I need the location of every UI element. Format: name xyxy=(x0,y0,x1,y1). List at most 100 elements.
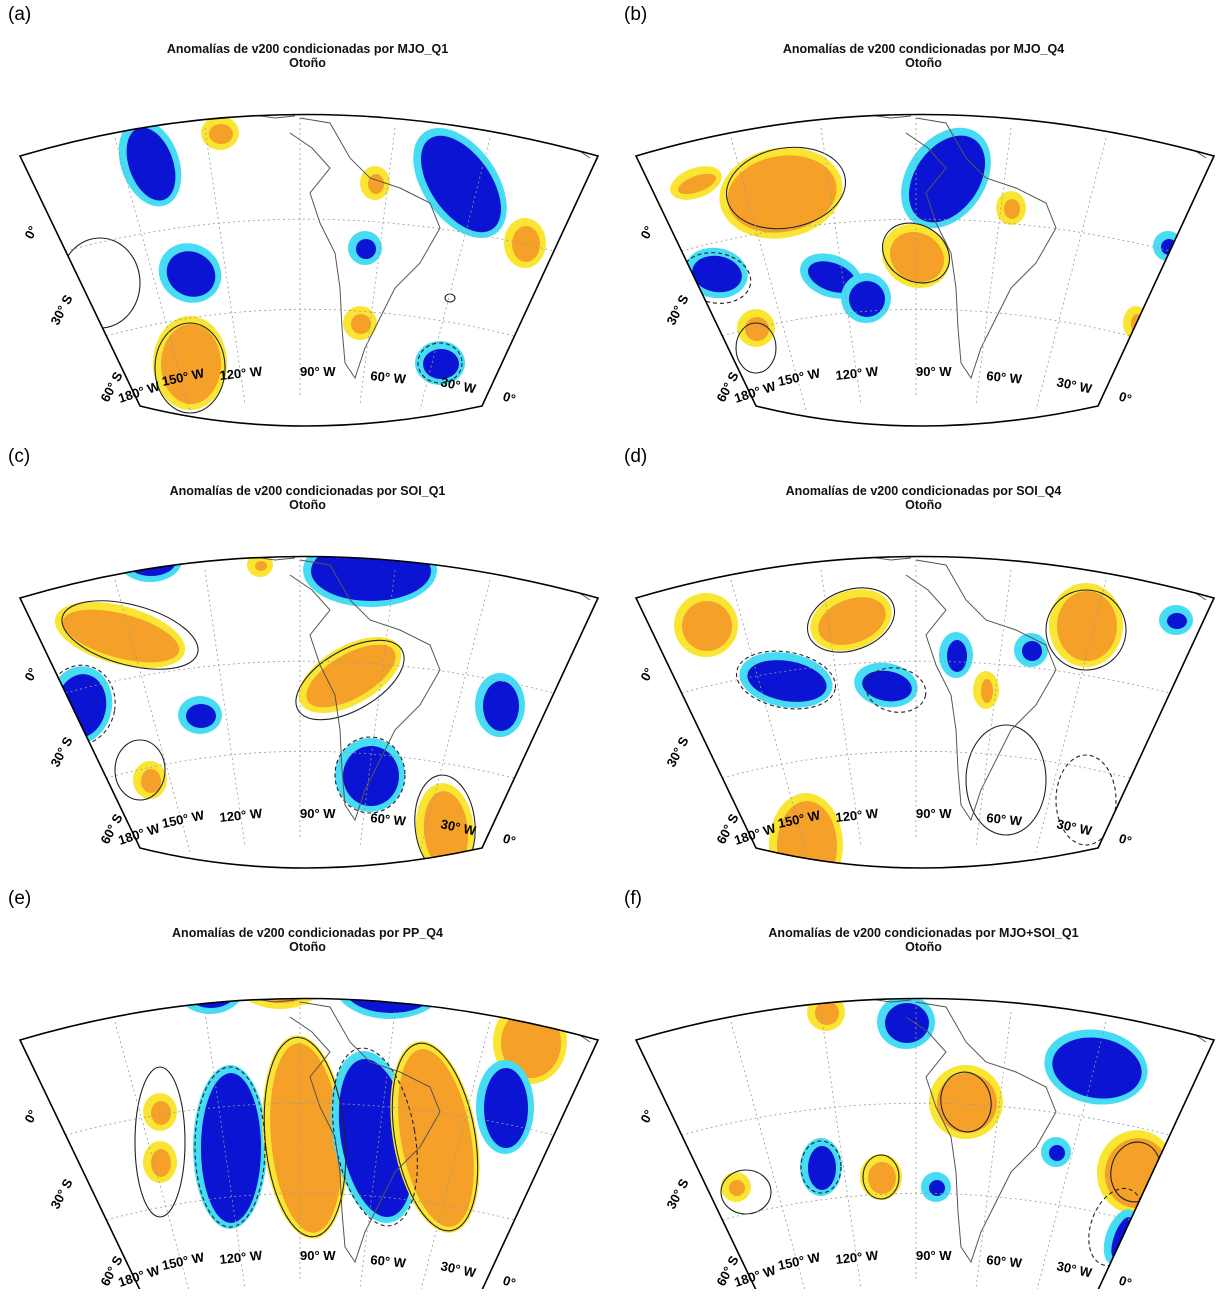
negative-anomaly-core xyxy=(1052,1037,1142,1099)
positive-contour xyxy=(725,146,847,230)
map-panel-e: (e) Anomalías de v200 condicionadas por … xyxy=(0,884,615,1314)
panel-title-line: Anomalías de v200 condicionadas por SOI_… xyxy=(785,484,1062,498)
longitude-label: 0° xyxy=(501,831,517,849)
parallel-gridline xyxy=(65,218,555,252)
negative-anomaly-core xyxy=(808,261,856,293)
panel-subtitle: Otoño xyxy=(289,56,326,70)
negative-anomaly-core xyxy=(862,670,912,702)
positive-contour xyxy=(806,587,896,653)
negative-anomaly-core xyxy=(747,660,827,702)
negative-contour xyxy=(865,667,927,713)
parallel-gridline xyxy=(681,660,1171,694)
meridian-gridline xyxy=(419,137,491,411)
parallel-gridline xyxy=(722,308,1131,337)
map-frame xyxy=(634,113,1216,427)
panel-title-line: Anomalías de v200 condicionadas por MJO_… xyxy=(782,42,1065,56)
map-panel-d: (d) Anomalías de v200 condicionadas por … xyxy=(616,442,1231,872)
longitude-label: 90° W xyxy=(916,364,952,379)
longitude-label: 90° W xyxy=(916,806,952,821)
positive-anomaly-core xyxy=(368,174,384,194)
positive-anomaly-core xyxy=(62,609,180,663)
latitude-label: 30° S xyxy=(47,734,75,770)
latitude-label: 30° S xyxy=(47,292,75,328)
panel-label: (f) xyxy=(624,888,642,909)
panel-label: (a) xyxy=(8,4,32,25)
latitude-label: 0° xyxy=(21,665,40,683)
negative-contour xyxy=(194,1066,266,1228)
negative-contour xyxy=(1055,754,1117,846)
positive-anomaly-core xyxy=(678,173,716,195)
africa-coastline xyxy=(519,564,591,601)
positive-contour xyxy=(444,293,456,303)
negative-anomaly-core xyxy=(692,255,742,293)
latitude-label: 30° S xyxy=(663,734,691,770)
longitude-label: 30° W xyxy=(439,1258,478,1280)
negative-anomaly-core xyxy=(1022,641,1042,661)
meridian-gridline xyxy=(820,569,862,847)
positive-anomaly-core xyxy=(241,998,321,1003)
positive-anomaly-core xyxy=(161,324,221,404)
parallel-gridline xyxy=(106,750,515,779)
parallel-gridline xyxy=(681,1102,1171,1136)
meridian-gridline xyxy=(975,1011,1012,1289)
panel-title: Anomalías de v200 condicionadas por MJO_… xyxy=(616,42,1231,70)
longitude-label: 0° xyxy=(501,1273,517,1289)
positive-anomaly-core xyxy=(981,679,993,703)
meridian-gridline xyxy=(1035,579,1107,853)
meridian-gridline xyxy=(359,1011,396,1289)
map-frame xyxy=(634,997,1216,1289)
parallel-gridline xyxy=(722,1192,1131,1221)
longitude-label: 180° W xyxy=(732,378,778,406)
south-america-coastline xyxy=(905,117,1057,380)
map-content xyxy=(59,114,591,414)
positive-contour xyxy=(114,739,166,801)
panel-subtitle: Otoño xyxy=(289,940,326,954)
longitude-label: 0° xyxy=(1117,831,1133,849)
panel-subtitle: Otoño xyxy=(905,940,942,954)
meridian-gridline xyxy=(204,569,246,847)
latitude-label: 30° S xyxy=(663,1176,691,1212)
panel-title-line: Anomalías de v200 condicionadas por SOI_… xyxy=(169,484,446,498)
south-america-coastline xyxy=(289,559,441,822)
positive-contour xyxy=(720,1169,772,1215)
longitude-label: 120° W xyxy=(219,1248,264,1267)
longitude-label: 60° W xyxy=(370,810,408,829)
panel-subtitle: Otoño xyxy=(905,56,942,70)
panel-title: Anomalías de v200 condicionadas por SOI_… xyxy=(0,484,615,512)
positive-anomaly-core xyxy=(141,769,161,793)
negative-contour xyxy=(800,1140,842,1194)
panel-label: (b) xyxy=(624,4,648,25)
negative-anomaly-core xyxy=(483,681,519,731)
negative-anomaly-core xyxy=(423,349,459,379)
longitude-label: 90° W xyxy=(916,1248,952,1263)
longitude-label: 0° xyxy=(1117,389,1133,407)
panel-title-line: Anomalías de v200 condicionadas por PP_Q… xyxy=(172,926,443,940)
meridian-gridline xyxy=(359,569,396,847)
panel-title: Anomalías de v200 condicionadas por MJO_… xyxy=(0,42,615,70)
longitude-label: 120° W xyxy=(219,364,264,383)
map-panel-a: (a) Anomalías de v200 condicionadas por … xyxy=(0,0,615,430)
meridian-gridline xyxy=(730,1021,806,1289)
positive-anomaly-core xyxy=(306,644,396,708)
parallel-gridline xyxy=(106,1192,515,1221)
positive-anomaly-core xyxy=(255,561,267,571)
positive-anomaly-core xyxy=(151,1149,171,1177)
positive-anomaly-core xyxy=(270,1043,342,1233)
map-frame xyxy=(18,555,600,869)
latitude-label: 0° xyxy=(21,1107,40,1125)
panel-subtitle: Otoño xyxy=(905,498,942,512)
longitude-label: 30° W xyxy=(1055,1258,1094,1280)
africa-coastline xyxy=(1135,564,1207,601)
latitude-label: 0° xyxy=(637,1107,656,1125)
map-frame xyxy=(634,555,1216,869)
positive-contour xyxy=(59,237,141,329)
panel-title: Anomalías de v200 condicionadas por MJO+… xyxy=(616,926,1231,954)
longitude-label: 60° W xyxy=(986,810,1024,829)
positive-contour xyxy=(61,600,199,670)
longitude-label: 180° W xyxy=(116,820,162,848)
africa-coastline xyxy=(1135,1006,1207,1043)
negative-anomaly-core xyxy=(484,1068,528,1148)
parallel-gridline xyxy=(681,218,1171,252)
